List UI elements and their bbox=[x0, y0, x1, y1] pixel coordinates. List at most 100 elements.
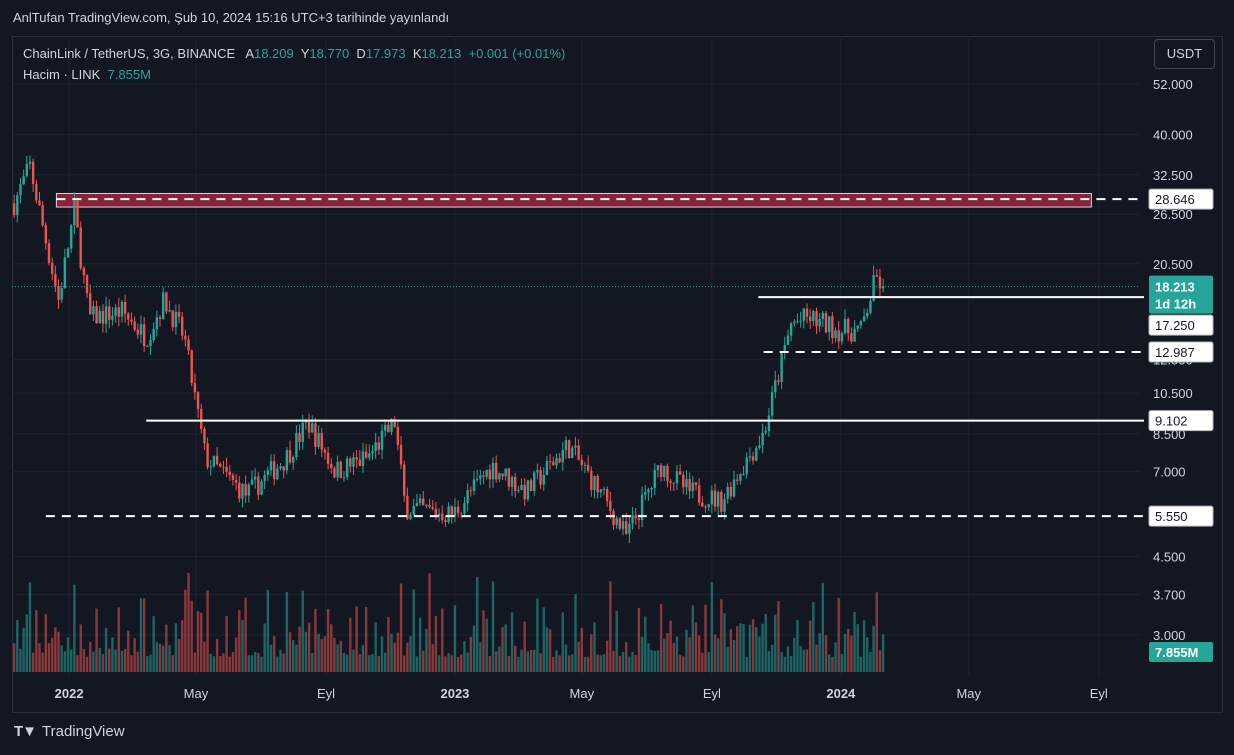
volume-bar bbox=[425, 628, 428, 672]
volume-bar bbox=[215, 638, 219, 672]
volume-bar bbox=[257, 652, 260, 672]
candle-body bbox=[869, 300, 872, 313]
volume-bar bbox=[222, 653, 225, 672]
x-tick-label: Eyl bbox=[703, 686, 721, 701]
candle-body bbox=[12, 203, 16, 216]
volume-bar bbox=[444, 656, 447, 672]
candle-body bbox=[399, 445, 403, 465]
candle-body bbox=[479, 475, 482, 479]
volume-bar bbox=[520, 649, 523, 672]
candle-body bbox=[694, 482, 698, 486]
candle-body bbox=[209, 466, 212, 468]
candle-body bbox=[881, 286, 885, 289]
candle-body bbox=[507, 468, 511, 487]
candle-body bbox=[428, 504, 431, 508]
volume-bar bbox=[311, 652, 314, 672]
candle-body bbox=[54, 273, 57, 286]
candle-body bbox=[437, 513, 441, 516]
volume-bar bbox=[764, 614, 767, 672]
candle-body bbox=[466, 490, 469, 504]
candle-body bbox=[263, 474, 266, 482]
candle-body bbox=[586, 464, 590, 471]
volume-bar bbox=[253, 652, 257, 672]
volume-bar bbox=[682, 656, 685, 672]
volume-bar bbox=[720, 599, 723, 672]
volume-bar bbox=[139, 598, 143, 672]
volume-bar bbox=[104, 628, 108, 672]
volume-bar bbox=[174, 623, 178, 672]
volume-bar bbox=[38, 643, 41, 672]
open-label: A bbox=[245, 46, 254, 61]
candle-body bbox=[203, 429, 206, 444]
volume-bar bbox=[200, 612, 203, 672]
candle-body bbox=[758, 445, 761, 448]
candle-body bbox=[304, 421, 308, 423]
volume-bar bbox=[371, 654, 374, 672]
volume-bar bbox=[491, 581, 495, 672]
volume-bar bbox=[510, 612, 514, 672]
candle-body bbox=[47, 243, 51, 263]
candle-body bbox=[60, 287, 63, 300]
candle-body bbox=[311, 423, 314, 433]
volume-bar bbox=[723, 613, 726, 672]
candle-body bbox=[333, 468, 336, 478]
footer-brand-text: TradingView bbox=[42, 723, 125, 740]
high-value: 18.770 bbox=[309, 46, 350, 61]
volume-bar bbox=[802, 649, 806, 672]
volume-bar bbox=[44, 614, 48, 672]
candle-body bbox=[682, 474, 685, 488]
candle-body bbox=[701, 502, 704, 507]
candle-body bbox=[41, 205, 44, 226]
candle-body bbox=[567, 440, 571, 458]
volume-bar bbox=[691, 605, 695, 672]
volume-bar bbox=[307, 622, 311, 672]
candle-body bbox=[50, 262, 54, 274]
volume-bar bbox=[47, 643, 51, 672]
candle-body bbox=[853, 328, 856, 342]
candle-body bbox=[101, 310, 105, 324]
candle-body bbox=[593, 475, 596, 491]
volume-bar bbox=[675, 636, 679, 672]
volume-label[interactable]: Hacim · LINK bbox=[23, 67, 101, 82]
candle-body bbox=[152, 328, 155, 341]
volume-bar bbox=[678, 654, 682, 672]
price-label-9102-bg bbox=[1148, 410, 1214, 432]
candle-body bbox=[548, 461, 552, 463]
volume-bar bbox=[63, 651, 67, 672]
volume-bar bbox=[644, 616, 647, 672]
candle-body bbox=[323, 449, 327, 453]
candle-body bbox=[596, 475, 599, 493]
candle-body bbox=[184, 335, 187, 340]
candle-body bbox=[142, 324, 146, 347]
volume-bar bbox=[850, 635, 853, 672]
candle-body bbox=[748, 456, 752, 458]
candle-body bbox=[253, 476, 257, 480]
high-label: Y bbox=[300, 46, 310, 61]
currency-button[interactable]: USDT bbox=[1154, 39, 1215, 69]
volume-bar bbox=[330, 624, 333, 672]
price-label-28646-bg bbox=[1148, 188, 1214, 210]
volume-bar bbox=[666, 633, 669, 672]
volume-bar bbox=[111, 637, 114, 672]
volume-bar bbox=[659, 604, 663, 672]
volume-bar bbox=[824, 635, 828, 672]
candle-body bbox=[818, 318, 821, 327]
volume-bar bbox=[866, 637, 869, 672]
volume-bar bbox=[577, 641, 580, 672]
symbol-label[interactable]: ChainLink / TetherUS, 3G, BINANCE bbox=[23, 46, 236, 61]
chart-frame bbox=[12, 36, 1223, 713]
volume-bar bbox=[640, 636, 644, 672]
candle-body bbox=[469, 490, 473, 492]
footer-brand[interactable]: T▼ TradingView bbox=[14, 723, 125, 740]
chart-canvas[interactable]: 2022 May Eyl 2023 May Eyl 2024 May Eyl 52.000 40.0… bbox=[12, 36, 1221, 712]
candle-body bbox=[453, 506, 457, 516]
volume-bar bbox=[859, 656, 863, 672]
candle-body bbox=[634, 515, 637, 519]
candle-body bbox=[396, 427, 400, 446]
volume-bar bbox=[89, 641, 92, 672]
volume-bar bbox=[514, 645, 517, 672]
candle-body bbox=[666, 465, 669, 482]
candle-body bbox=[276, 468, 279, 480]
candle-body bbox=[840, 333, 844, 342]
volume-bar bbox=[326, 609, 330, 672]
